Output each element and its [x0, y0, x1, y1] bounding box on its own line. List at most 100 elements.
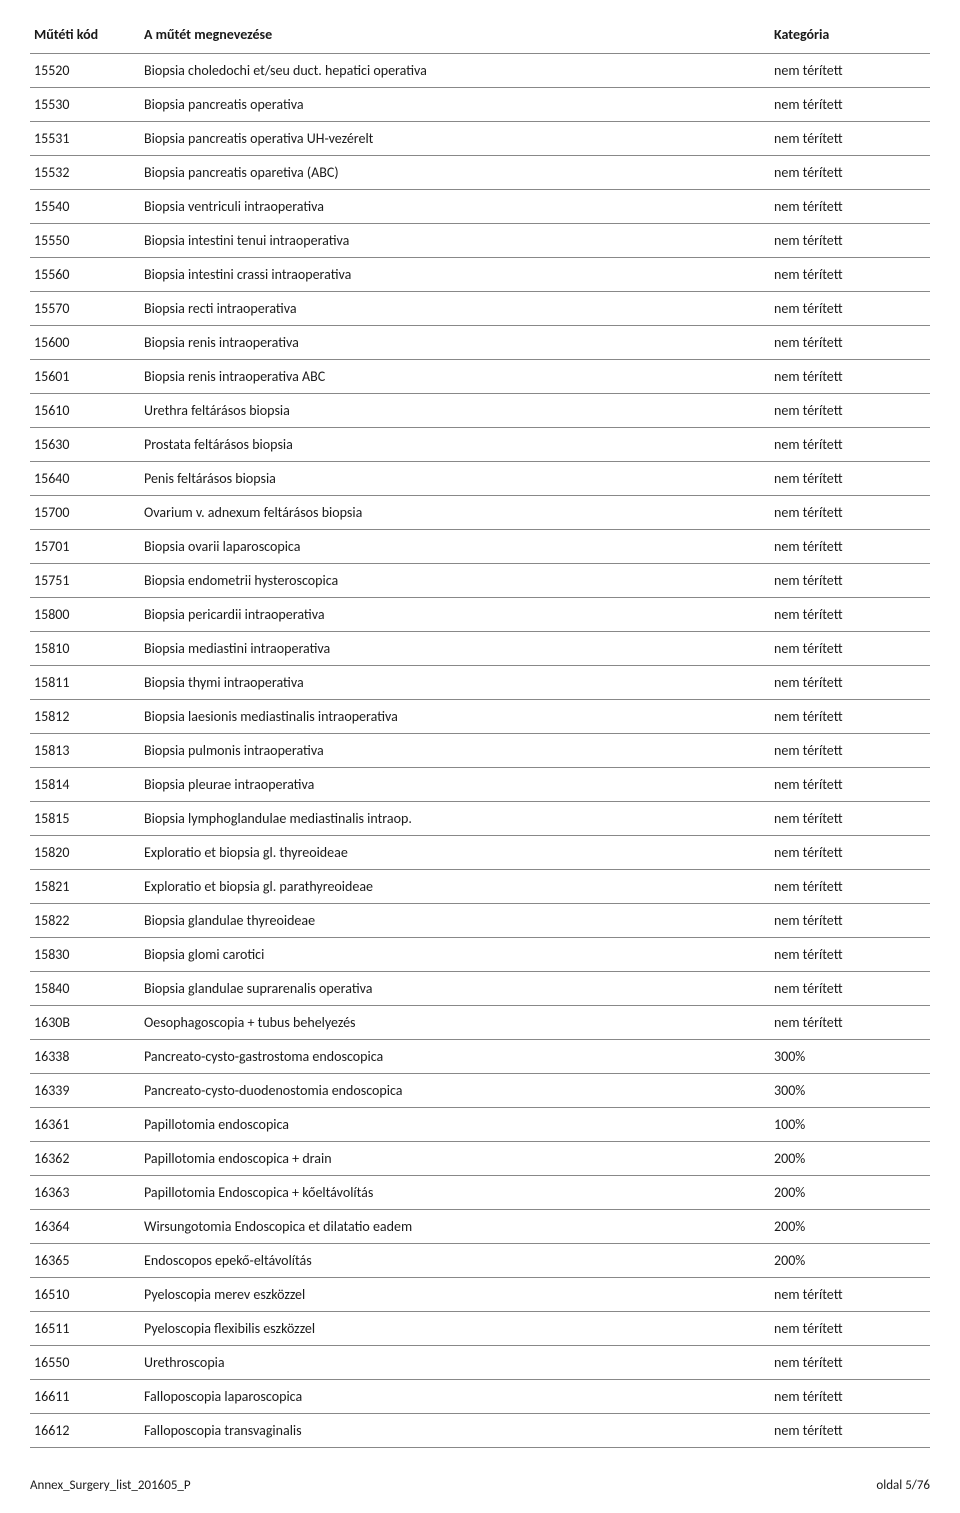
cell-category: nem térített: [770, 972, 930, 1006]
cell-code: 15812: [30, 700, 140, 734]
header-category: Kategória: [770, 18, 930, 54]
cell-category: nem térített: [770, 258, 930, 292]
cell-name: Biopsia choledochi et/seu duct. hepatici…: [140, 54, 770, 88]
cell-code: 15813: [30, 734, 140, 768]
cell-category: 200%: [770, 1142, 930, 1176]
cell-code: 15630: [30, 428, 140, 462]
cell-category: nem térített: [770, 360, 930, 394]
table-row: 15822Biopsia glandulae thyreoideaenem té…: [30, 904, 930, 938]
cell-category: nem térített: [770, 224, 930, 258]
cell-name: Papillotomia endoscopica + drain: [140, 1142, 770, 1176]
table-row: 15813Biopsia pulmonis intraoperativanem …: [30, 734, 930, 768]
cell-category: nem térített: [770, 904, 930, 938]
cell-category: nem térített: [770, 564, 930, 598]
cell-code: 15830: [30, 938, 140, 972]
cell-category: nem térített: [770, 666, 930, 700]
cell-category: nem térített: [770, 632, 930, 666]
cell-name: Urethra feltárásos biopsia: [140, 394, 770, 428]
table-row: 15810Biopsia mediastini intraoperativane…: [30, 632, 930, 666]
table-row: 16511Pyeloscopia flexibilis eszközzelnem…: [30, 1312, 930, 1346]
cell-name: Falloposcopia laparoscopica: [140, 1380, 770, 1414]
cell-category: nem térített: [770, 870, 930, 904]
cell-code: 15531: [30, 122, 140, 156]
cell-category: nem térített: [770, 394, 930, 428]
table-row: 15601Biopsia renis intraoperativa ABCnem…: [30, 360, 930, 394]
cell-name: Pancreato-cysto-duodenostomia endoscopic…: [140, 1074, 770, 1108]
cell-name: Biopsia glandulae suprarenalis operativa: [140, 972, 770, 1006]
cell-category: nem térített: [770, 428, 930, 462]
cell-code: 16511: [30, 1312, 140, 1346]
cell-name: Biopsia renis intraoperativa: [140, 326, 770, 360]
cell-code: 15560: [30, 258, 140, 292]
table-row: 15820Exploratio et biopsia gl. thyreoide…: [30, 836, 930, 870]
table-row: 15570Biopsia recti intraoperativanem tér…: [30, 292, 930, 326]
cell-category: nem térített: [770, 530, 930, 564]
table-row: 1630BOesophagoscopia + tubus behelyezésn…: [30, 1006, 930, 1040]
cell-name: Biopsia pancreatis oparetiva (ABC): [140, 156, 770, 190]
table-row: 15630Prostata feltárásos biopsianem térí…: [30, 428, 930, 462]
cell-category: nem térített: [770, 700, 930, 734]
cell-name: Biopsia pulmonis intraoperativa: [140, 734, 770, 768]
table-row: 15751Biopsia endometrii hysteroscopicane…: [30, 564, 930, 598]
table-row: 16611Falloposcopia laparoscopicanem térí…: [30, 1380, 930, 1414]
cell-name: Biopsia mediastini intraoperativa: [140, 632, 770, 666]
cell-name: Biopsia pancreatis operativa UH-vezérelt: [140, 122, 770, 156]
cell-name: Biopsia thymi intraoperativa: [140, 666, 770, 700]
table-row: 15840Biopsia glandulae suprarenalis oper…: [30, 972, 930, 1006]
table-row: 16612Falloposcopia transvaginalisnem tér…: [30, 1414, 930, 1448]
cell-category: nem térített: [770, 156, 930, 190]
table-row: 15812Biopsia laesionis mediastinalis int…: [30, 700, 930, 734]
cell-category: 200%: [770, 1210, 930, 1244]
cell-code: 16364: [30, 1210, 140, 1244]
cell-code: 15840: [30, 972, 140, 1006]
cell-category: nem térített: [770, 802, 930, 836]
cell-code: 16611: [30, 1380, 140, 1414]
cell-code: 16338: [30, 1040, 140, 1074]
cell-category: nem térített: [770, 1414, 930, 1448]
cell-name: Exploratio et biopsia gl. parathyreoidea…: [140, 870, 770, 904]
cell-code: 15610: [30, 394, 140, 428]
footer-left: Annex_Surgery_list_201605_P: [30, 1478, 191, 1493]
cell-name: Exploratio et biopsia gl. thyreoideae: [140, 836, 770, 870]
cell-name: Biopsia pleurae intraoperativa: [140, 768, 770, 802]
cell-category: nem térített: [770, 1346, 930, 1380]
table-row: 15531Biopsia pancreatis operativa UH-vez…: [30, 122, 930, 156]
cell-category: nem térített: [770, 54, 930, 88]
cell-code: 15600: [30, 326, 140, 360]
cell-code: 16363: [30, 1176, 140, 1210]
cell-code: 15814: [30, 768, 140, 802]
table-row: 15532Biopsia pancreatis oparetiva (ABC)n…: [30, 156, 930, 190]
header-name: A műtét megnevezése: [140, 18, 770, 54]
table-row: 15701Biopsia ovarii laparoscopicanem tér…: [30, 530, 930, 564]
cell-category: 200%: [770, 1176, 930, 1210]
cell-code: 16550: [30, 1346, 140, 1380]
cell-code: 15810: [30, 632, 140, 666]
table-row: 15640Penis feltárásos biopsianem térítet…: [30, 462, 930, 496]
table-row: 15520Biopsia choledochi et/seu duct. hep…: [30, 54, 930, 88]
table-row: 16339Pancreato-cysto-duodenostomia endos…: [30, 1074, 930, 1108]
cell-name: Pyeloscopia merev eszközzel: [140, 1278, 770, 1312]
table-row: 15530Biopsia pancreatis operativanem tér…: [30, 88, 930, 122]
cell-code: 15701: [30, 530, 140, 564]
cell-name: Biopsia recti intraoperativa: [140, 292, 770, 326]
cell-category: nem térített: [770, 496, 930, 530]
cell-name: Penis feltárásos biopsia: [140, 462, 770, 496]
cell-code: 15821: [30, 870, 140, 904]
cell-name: Biopsia endometrii hysteroscopica: [140, 564, 770, 598]
cell-name: Pyeloscopia flexibilis eszközzel: [140, 1312, 770, 1346]
cell-name: Urethroscopia: [140, 1346, 770, 1380]
header-code: Műtéti kód: [30, 18, 140, 54]
cell-category: nem térített: [770, 292, 930, 326]
table-row: 15830Biopsia glomi caroticinem térített: [30, 938, 930, 972]
cell-category: nem térített: [770, 598, 930, 632]
table-row: 15821Exploratio et biopsia gl. parathyre…: [30, 870, 930, 904]
cell-category: nem térített: [770, 462, 930, 496]
cell-category: 100%: [770, 1108, 930, 1142]
cell-name: Biopsia intestini crassi intraoperativa: [140, 258, 770, 292]
cell-code: 15815: [30, 802, 140, 836]
cell-category: nem térített: [770, 734, 930, 768]
table-row: 15811Biopsia thymi intraoperativanem tér…: [30, 666, 930, 700]
cell-category: 300%: [770, 1040, 930, 1074]
cell-name: Oesophagoscopia + tubus behelyezés: [140, 1006, 770, 1040]
cell-category: nem térített: [770, 1006, 930, 1040]
